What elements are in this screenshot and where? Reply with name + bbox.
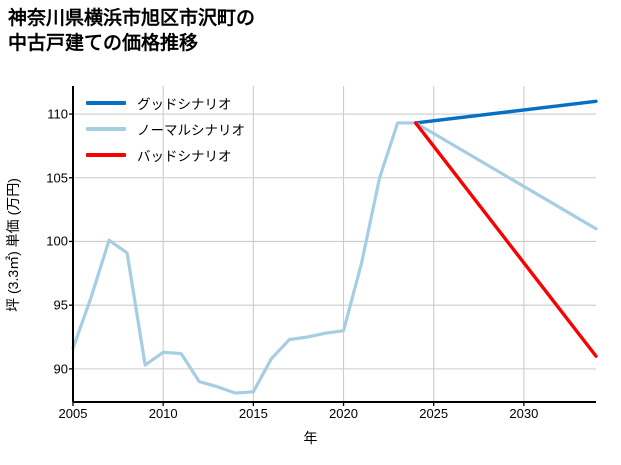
x-axis-label: 年 bbox=[303, 430, 318, 446]
y-tick-label: 110 bbox=[47, 106, 68, 122]
legend-item-label: バッドシナリオ bbox=[137, 149, 232, 164]
y-tick-label: 90 bbox=[53, 361, 68, 377]
chart-title: 神奈川県横浜市旭区市沢町の 中古戸建ての価格推移 bbox=[8, 8, 256, 55]
legend-color-swatch bbox=[86, 127, 126, 131]
series-line bbox=[71, 121, 598, 395]
series-line bbox=[413, 99, 598, 125]
x-tick-label: 2010 bbox=[148, 406, 178, 421]
legend-item[interactable]: ノーマルシナリオ bbox=[86, 116, 291, 142]
y-axis-label-text: 坪 (3.3㎡) 単価 (万円) bbox=[5, 178, 21, 312]
y-tick-label: 105 bbox=[46, 170, 68, 186]
series-line bbox=[413, 121, 598, 358]
legend-color-swatch bbox=[86, 153, 126, 157]
y-axis-label: 坪 (3.3㎡) 単価 (万円) bbox=[0, 85, 26, 405]
y-tick-labels: 90 95 100 105 110 bbox=[26, 0, 68, 465]
legend-item[interactable]: グッドシナリオ bbox=[86, 90, 291, 116]
x-tick-label: 2005 bbox=[58, 406, 88, 421]
x-tick-label: 2030 bbox=[509, 406, 539, 421]
y-tick-label: 100 bbox=[46, 233, 68, 249]
legend-item-label: ノーマルシナリオ bbox=[137, 123, 245, 138]
x-tick-label: 2020 bbox=[329, 406, 358, 421]
y-tick-label: 95 bbox=[53, 297, 68, 313]
legend-item-label: グッドシナリオ bbox=[137, 97, 232, 112]
x-tick-label: 2015 bbox=[238, 406, 268, 421]
chart-legend: グッドシナリオ ノーマルシナリオ バッドシナリオ bbox=[86, 90, 291, 168]
x-tick-label: 2025 bbox=[419, 406, 449, 421]
legend-item[interactable]: バッドシナリオ bbox=[86, 142, 291, 168]
legend-color-swatch bbox=[86, 101, 126, 105]
